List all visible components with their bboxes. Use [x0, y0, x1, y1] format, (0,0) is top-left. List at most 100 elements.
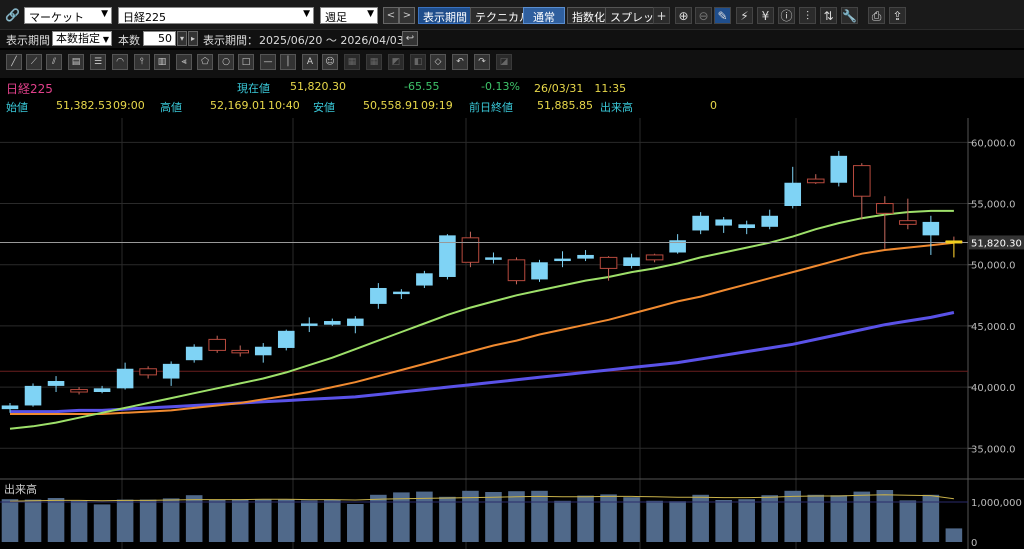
ma-short-line	[9, 209, 954, 430]
volume-bar	[761, 495, 778, 542]
candle-body	[393, 291, 410, 295]
high-time: 10:40	[268, 99, 300, 112]
pentagon-icon[interactable]: ⬠	[197, 54, 213, 70]
candle-body	[531, 262, 548, 280]
mode-select-value: 本数指定	[56, 32, 100, 45]
mode-select[interactable]: 本数指定 ▼	[52, 31, 112, 46]
next-button[interactable]: >	[399, 7, 415, 24]
current-price-label: 51,820.30	[971, 238, 1022, 249]
fan-icon[interactable]: ⫯	[134, 54, 150, 70]
ray-line-icon[interactable]: ⟋	[26, 54, 42, 70]
trend-line-icon[interactable]: ╱	[6, 54, 22, 70]
price-chart[interactable]: 60,000.0 55,000.0 50,000.0 45,000.0 40,000.0…	[0, 118, 1024, 549]
index-button[interactable]: 指数化	[567, 7, 610, 24]
volume-bar	[116, 499, 134, 542]
volume-label: 出来高	[600, 101, 633, 114]
drawing-toolbar: ╱ ⟋ ⫽ ▤ ☰ ◠ ⫯ ▥ ⫷ ⬠ ○ □ — │ A ☺ ▦ ▦ ◩ ◧ …	[0, 50, 1024, 78]
volume-bar	[462, 490, 479, 542]
icon-stamp-icon[interactable]: ☺	[322, 54, 338, 70]
candle-body	[208, 338, 226, 351]
volume-bar	[784, 490, 802, 542]
volume-bar	[715, 500, 732, 542]
gann-icon[interactable]: ▥	[154, 54, 170, 70]
chevron-down-icon: ▼	[102, 35, 109, 44]
y-axis-tick-label: 55,000.0	[971, 200, 1016, 211]
pen-icon[interactable]: ✎	[714, 7, 731, 24]
volume-bar	[508, 491, 525, 542]
undo-icon[interactable]: ↶	[452, 54, 468, 70]
vertical-line-icon[interactable]: │	[280, 54, 296, 70]
period-select[interactable]: 週足 ▼	[320, 7, 378, 24]
chevron-down-icon: ▼	[367, 9, 374, 19]
parallel-line-icon[interactable]: ⫽	[46, 54, 62, 70]
zoom-out-icon[interactable]: ⊖	[695, 7, 712, 24]
pitchfork-icon[interactable]: ⫷	[176, 54, 192, 70]
candle-body	[577, 254, 594, 259]
rectangle-icon[interactable]: □	[238, 54, 254, 70]
y-axis-tick-label: 50,000.0	[971, 261, 1016, 272]
info-icon[interactable]: ⓘ	[778, 7, 795, 24]
candle-body	[324, 321, 341, 325]
export-icon[interactable]: ⇪	[889, 7, 906, 24]
normal-button[interactable]: 通常	[523, 7, 565, 24]
text-icon[interactable]: A	[302, 54, 318, 70]
volume-bar	[669, 501, 686, 542]
low-time: 09:19	[421, 99, 453, 112]
high-value: 52,169.01	[210, 99, 266, 112]
y-axis-tick-label: 35,000.0	[971, 444, 1016, 455]
current-value: 51,820.30	[290, 80, 346, 93]
candle-body	[347, 318, 364, 326]
disabled-tool-icon: ▦	[366, 54, 382, 70]
candle-body	[715, 219, 732, 226]
candle-body	[922, 221, 940, 236]
count-stepper-up[interactable]: ▸	[188, 31, 198, 46]
low-value: 50,558.91	[363, 99, 419, 112]
circle-icon[interactable]: ○	[218, 54, 234, 70]
symbol-select[interactable]: 日経225 ▼	[118, 7, 314, 24]
chart-type-icon[interactable]: ⫶	[799, 7, 816, 24]
crosshair-icon[interactable]: +	[653, 7, 670, 24]
fibonacci-icon[interactable]: ☰	[90, 54, 106, 70]
disabled-tool-icon: ◧	[410, 54, 426, 70]
yen-icon[interactable]: ¥	[757, 7, 774, 24]
volume-bar	[324, 499, 341, 542]
channel-icon[interactable]: ▤	[68, 54, 84, 70]
candle-body	[623, 257, 640, 266]
disabled-tool-icon: ▦	[344, 54, 360, 70]
volume-ma-line	[9, 494, 954, 502]
volume-bar	[162, 498, 180, 542]
zoom-in-icon[interactable]: ⊕	[675, 7, 692, 24]
volume-bar	[416, 491, 433, 542]
chevron-down-icon: ▼	[303, 9, 310, 19]
y-axis-tick-label: 40,000.0	[971, 383, 1016, 394]
volume-bar	[300, 500, 318, 542]
display-period-button[interactable]: 表示期間	[418, 7, 472, 24]
arc-icon[interactable]: ◠	[112, 54, 128, 70]
candle-body	[231, 349, 250, 354]
volume-bar	[208, 499, 226, 542]
prev-button[interactable]: <	[383, 7, 399, 24]
market-select-value: マーケット	[29, 11, 84, 24]
open-time: 09:00	[113, 99, 145, 112]
print-icon[interactable]: ⎙	[868, 7, 885, 24]
signal-icon[interactable]: ⚡	[736, 7, 753, 24]
volume-axis-tick-label: 1,000,000	[971, 498, 1022, 509]
symbol-name: 日経225	[6, 82, 53, 96]
compare-icon[interactable]: ⇅	[820, 7, 837, 24]
eraser-icon[interactable]: ◇	[430, 54, 446, 70]
technical-button[interactable]: テクニカル	[470, 7, 535, 24]
reset-icon[interactable]: ↩	[402, 31, 418, 46]
wrench-icon[interactable]: 🔧	[841, 7, 858, 24]
market-select[interactable]: マーケット ▼	[24, 7, 112, 24]
volume-bar	[47, 498, 65, 542]
count-stepper-down[interactable]: ▾	[177, 31, 187, 46]
high-label: 高値	[160, 101, 182, 114]
volume-bar	[623, 497, 640, 542]
horizontal-line-icon[interactable]: —	[260, 54, 276, 70]
link-icon[interactable]: 🔗	[5, 8, 20, 22]
candle-body	[47, 380, 65, 386]
open-value: 51,382.53	[56, 99, 112, 112]
volume-bar	[277, 499, 295, 542]
redo-icon[interactable]: ↷	[474, 54, 490, 70]
count-input[interactable]: 50	[143, 31, 176, 46]
